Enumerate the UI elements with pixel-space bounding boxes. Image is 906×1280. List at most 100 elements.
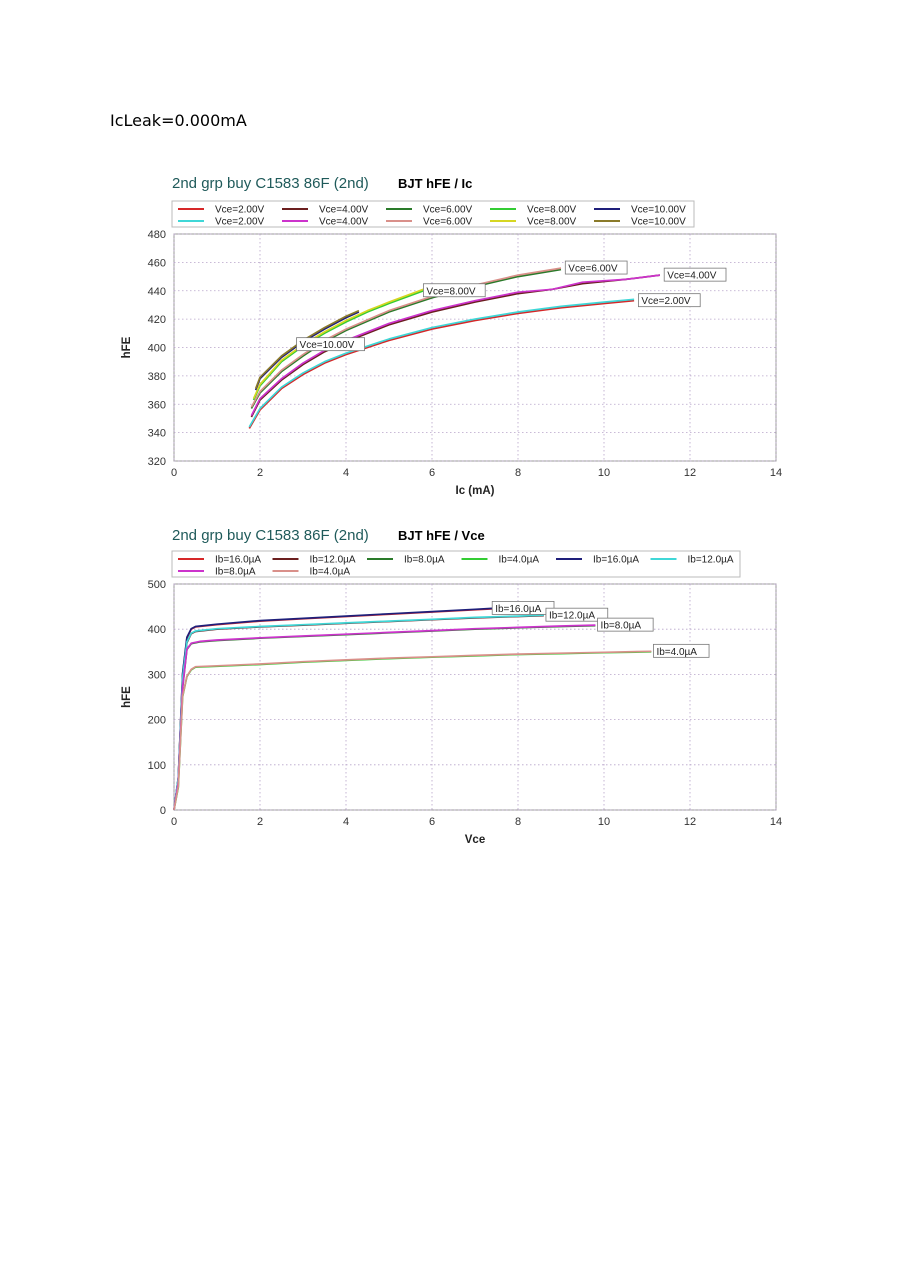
legend-entry: Vce=8.00V [527, 217, 577, 228]
x-tick-label: 2 [257, 467, 263, 479]
series-line-1 [248, 299, 635, 429]
annotation-box [296, 337, 365, 352]
y-tick-label: 380 [148, 371, 166, 383]
legend-entry: Vce=6.00V [423, 205, 473, 216]
y-tick-label: 320 [148, 456, 166, 468]
grid [173, 583, 777, 811]
annotation-label: Vce=8.00V [426, 286, 476, 297]
x-tick-label: 10 [598, 467, 610, 479]
y-axis-label: hFE [121, 686, 133, 708]
x-tick-label: 6 [429, 467, 435, 479]
chart-title-prefix: 2nd grp buy C1583 86F (2nd) [172, 527, 369, 544]
y-tick-label: 460 [148, 257, 166, 269]
x-axis-label: Ic (mA) [456, 485, 495, 497]
y-tick-label: 500 [148, 579, 166, 591]
annotation-label: Vce=10.00V [300, 340, 355, 351]
y-tick-label: 200 [148, 715, 166, 727]
x-axis-label: Vce [465, 834, 485, 846]
x-tick-label: 14 [770, 467, 782, 479]
x-tick-label: 12 [684, 467, 696, 479]
annotation-label: Vce=4.00V [667, 271, 717, 282]
y-tick-label: 360 [148, 399, 166, 411]
y-tick-label: 420 [148, 314, 166, 326]
legend-entry: Ib=16.0µA [593, 555, 639, 566]
legend-entry: Ib=8.0µA [404, 555, 445, 566]
annotation-label: Ib=4.0µA [656, 647, 697, 658]
x-tick-label: 4 [343, 467, 349, 479]
hfe-vs-ic-svg: 2nd grp buy C1583 86F (2nd) BJT hFE / Ic V… [121, 175, 782, 497]
annotation: Vce=2.00V [638, 293, 701, 308]
x-tick-label: 14 [770, 816, 782, 828]
series-line-2 [250, 274, 661, 418]
x-tick-label: 8 [515, 816, 521, 828]
annotation: Ib=16.0µA [491, 601, 555, 615]
x-tick-label: 12 [684, 816, 696, 828]
legend-entry: Vce=2.00V [215, 217, 265, 228]
chart-title-prefix: 2nd grp buy C1583 86F (2nd) [172, 175, 369, 192]
series-line-9 [252, 288, 424, 399]
series-line-6 [248, 298, 635, 428]
legend-entry: Ib=12.0µA [688, 555, 734, 566]
series-line-3 [250, 268, 562, 409]
annotation-box [597, 617, 654, 632]
annotation-box [638, 293, 701, 308]
grid [173, 233, 777, 462]
legend-entry: Vce=8.00V [527, 205, 577, 216]
annotation-label: Vce=6.00V [568, 264, 618, 275]
legend: Vce=2.00V Vce=4.00V Vce=6.00V Vce=8.00V Vce=… [171, 200, 695, 228]
legend-box [171, 200, 695, 228]
x-tick-label: 6 [429, 816, 435, 828]
chart-title: BJT hFE / Vce [398, 528, 485, 543]
page-header: IcLeak=0.000mA [110, 111, 247, 130]
legend-entry: Vce=10.00V [631, 205, 686, 216]
series-line-7 [173, 624, 596, 811]
y-tick-label: 400 [148, 343, 166, 355]
series-line-4 [252, 290, 424, 401]
legend-box [171, 550, 741, 578]
annotation-label: Ib=8.0µA [601, 621, 642, 632]
annotation-box [545, 607, 609, 622]
y-tick-label: 480 [148, 229, 166, 241]
y-tick-label: 100 [148, 760, 166, 772]
legend-entry: Vce=10.00V [631, 217, 686, 228]
annotation-box [422, 283, 486, 298]
annotation-label: Vce=2.00V [641, 296, 691, 307]
x-tick-label: 4 [343, 816, 349, 828]
y-tick-label: 340 [148, 428, 166, 440]
series-line-6 [173, 614, 544, 811]
annotation: Vce=8.00V [422, 283, 486, 298]
x-tick-label: 10 [598, 816, 610, 828]
annotation-box [663, 267, 727, 282]
plot-area [173, 583, 777, 811]
series-line-7 [250, 274, 661, 416]
x-tick-label: 8 [515, 467, 521, 479]
annotation: Ib=12.0µA [545, 607, 609, 622]
x-tick-label: 2 [257, 816, 263, 828]
legend-entry: Vce=4.00V [319, 205, 369, 216]
series-line-8 [173, 650, 652, 811]
annotation: Ib=8.0µA [597, 617, 654, 632]
series-line-8 [250, 267, 562, 408]
annotation: Vce=10.00V [296, 337, 365, 352]
legend-entry: Ib=4.0µA [499, 555, 540, 566]
y-tick-label: 300 [148, 669, 166, 681]
y-tick-label: 400 [148, 624, 166, 636]
annotation: Vce=6.00V [564, 260, 628, 275]
legend-entry: Ib=4.0µA [310, 567, 351, 578]
hfe-vs-ic-chart: 2nd grp buy C1583 86F (2nd) BJT hFE / Ic V… [108, 166, 788, 512]
hfe-vs-vce-svg: 2nd grp buy C1583 86F (2nd) BJT hFE / Vce… [121, 527, 782, 846]
y-tick-label: 440 [148, 286, 166, 298]
legend: Ib=16.0µA Ib=12.0µA Ib=8.0µA Ib=4.0µA Ib=16.… [171, 550, 741, 578]
annotation: Ib=4.0µA [653, 643, 710, 658]
chart-title: BJT hFE / Ic [398, 176, 472, 191]
legend-entry: Vce=6.00V [423, 217, 473, 228]
y-axis-label: hFE [121, 336, 133, 358]
y-tick-label: 0 [160, 805, 166, 817]
annotation: Vce=4.00V [663, 267, 727, 282]
x-tick-label: 0 [171, 467, 177, 479]
legend-entry: Ib=12.0µA [310, 555, 356, 566]
annotation-box [653, 643, 710, 658]
hfe-vs-vce-chart: 2nd grp buy C1583 86F (2nd) BJT hFE / Vce… [108, 518, 788, 864]
annotation-box [564, 260, 628, 275]
legend-entry: Ib=8.0µA [215, 567, 256, 578]
